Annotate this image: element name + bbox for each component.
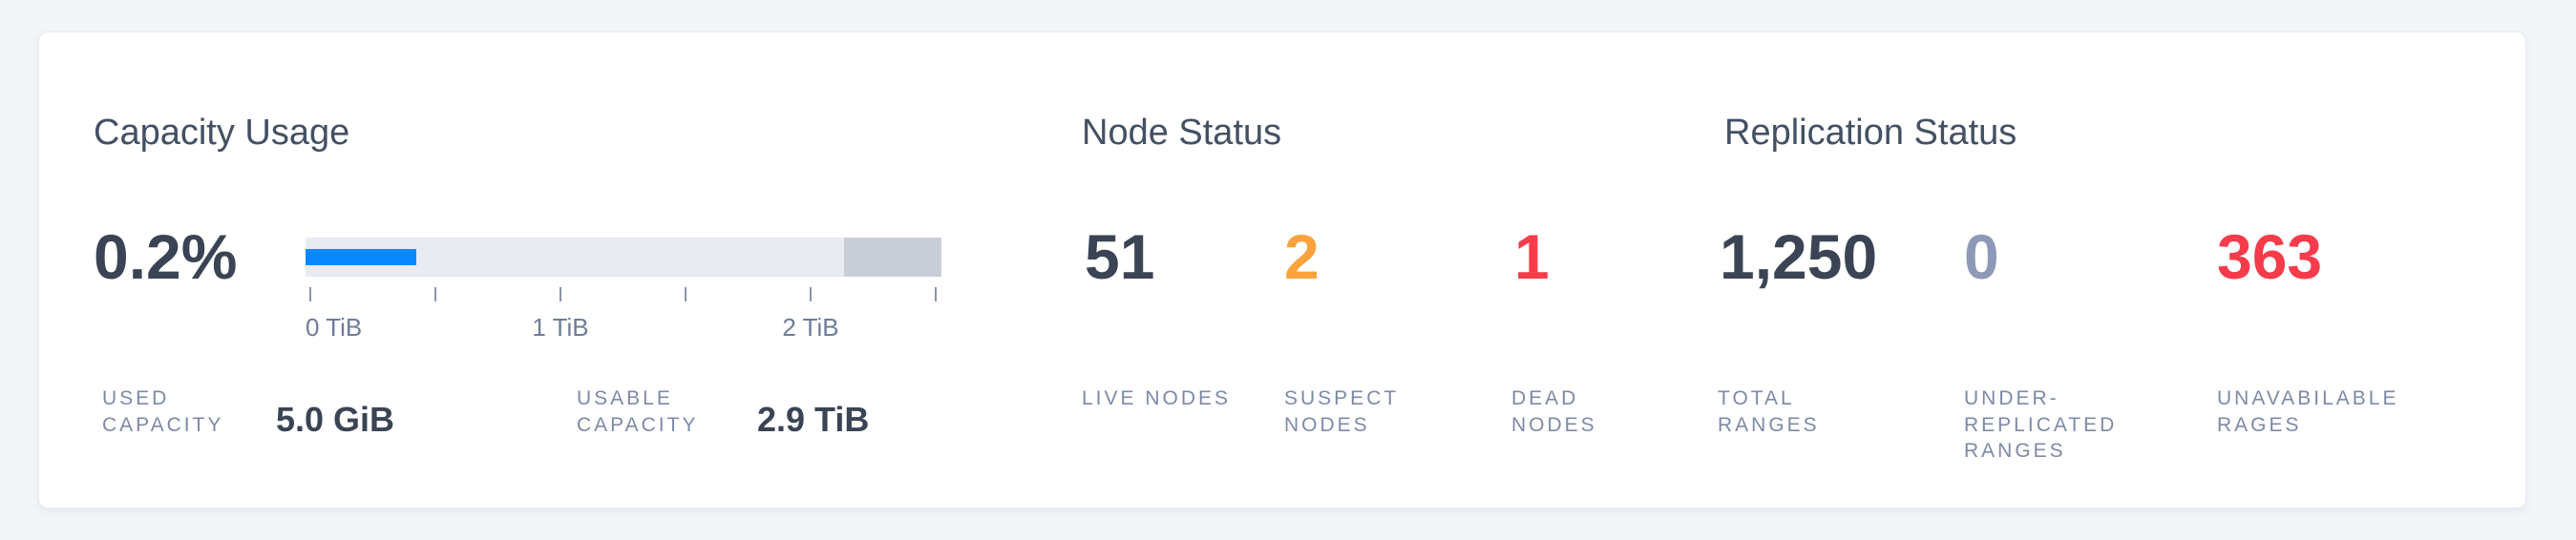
axis-tick	[935, 287, 937, 301]
axis-tick	[810, 287, 812, 301]
capacity-bar-reserved-segment	[844, 238, 941, 277]
capacity-bar-used-segment	[306, 249, 416, 265]
used-capacity-value: 5.0 GiB	[276, 385, 394, 438]
total-ranges-count: 1,250	[1720, 221, 1878, 292]
axis-tick	[560, 287, 561, 301]
dead-nodes-label: DEAD NODES	[1511, 387, 1597, 436]
live-nodes-label: LIVE NODES	[1082, 387, 1232, 409]
axis-label-1tib: 1 TiB	[532, 313, 589, 342]
usable-capacity-value: 2.9 TiB	[757, 385, 869, 438]
used-capacity-label: USED CAPACITY	[102, 387, 224, 436]
node-status-title: Node Status	[1082, 113, 1282, 153]
capacity-axis: 0 TiB 1 TiB 2 TiB	[306, 287, 941, 373]
live-nodes-count: 51	[1085, 221, 1155, 292]
capacity-usage-title: Capacity Usage	[94, 113, 350, 153]
axis-label-2tib: 2 TiB	[782, 313, 839, 342]
total-ranges-label: TOTAL RANGES	[1718, 387, 1820, 436]
dead-nodes-count: 1	[1514, 221, 1550, 292]
unavailable-ranges-label: UNAVABILABLE RAGES	[2217, 387, 2399, 436]
capacity-bar-track	[306, 238, 941, 277]
axis-tick	[685, 287, 686, 301]
axis-tick	[434, 287, 436, 301]
replication-status-title: Replication Status	[1724, 113, 2017, 153]
unavailable-ranges-count: 363	[2217, 221, 2323, 292]
used-capacity-value-text: 5.0 GiB	[276, 400, 395, 439]
under-replicated-ranges-count: 0	[1964, 221, 1999, 292]
cluster-overview-card: Capacity Usage Node Status Replication S…	[38, 31, 2526, 509]
capacity-used-percent: 0.2%	[94, 221, 238, 292]
suspect-nodes-count: 2	[1284, 221, 1320, 292]
usable-capacity-value-text: 2.9 TiB	[757, 400, 870, 439]
axis-tick	[309, 287, 311, 301]
axis-label-0tib: 0 TiB	[306, 313, 363, 342]
usable-capacity-label: USABLE CAPACITY	[577, 387, 699, 436]
suspect-nodes-label: SUSPECT NODES	[1284, 387, 1399, 436]
under-replicated-ranges-label: UNDER-REPLICATED RANGES	[1964, 387, 2118, 462]
